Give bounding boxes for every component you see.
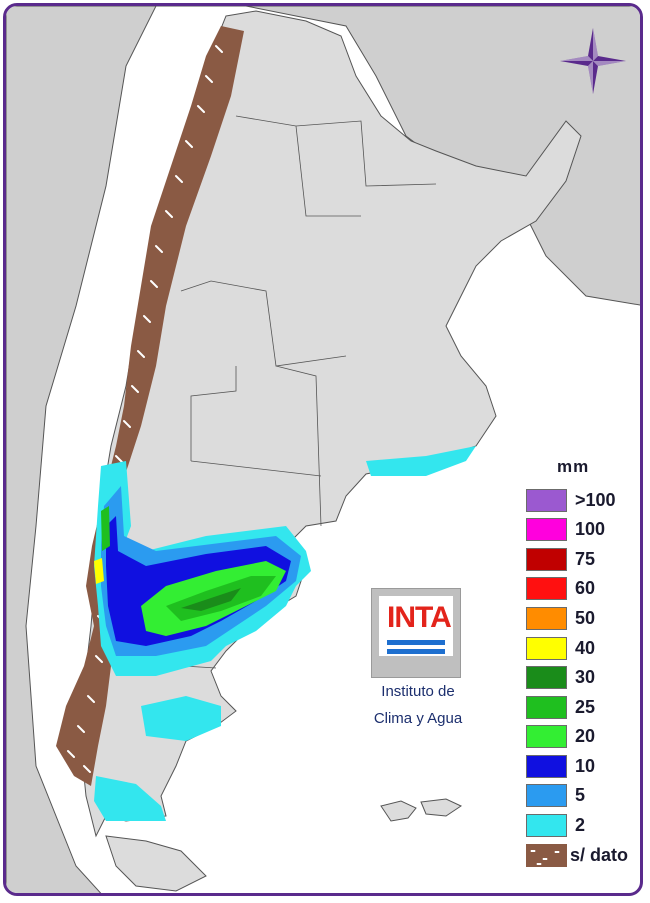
- legend-label: 5: [575, 785, 586, 805]
- precipitation-map: [6, 6, 640, 893]
- logo-text: INTA: [387, 601, 452, 634]
- legend-swatch: [526, 637, 567, 660]
- legend-swatch: [526, 814, 567, 837]
- legend-swatch: [526, 607, 567, 630]
- legend-label: 40: [575, 638, 596, 658]
- legend-label: 20: [575, 726, 596, 746]
- rain-2mm-tdf: [94, 776, 166, 821]
- logo-stripe: [387, 649, 445, 654]
- legend-item: 5: [518, 784, 638, 810]
- legend-label: 75: [575, 549, 596, 569]
- legend-item: 2: [518, 814, 638, 840]
- legend-label: 60: [575, 578, 596, 598]
- legend-item: >100: [518, 489, 638, 515]
- legend-label: 50: [575, 608, 596, 628]
- legend-swatch: [526, 577, 567, 600]
- legend-item: 25: [518, 696, 638, 722]
- logo-inner: INTA: [379, 596, 453, 656]
- legend-item: 40: [518, 637, 638, 663]
- legend-swatch: [526, 755, 567, 778]
- legend-label: 2: [575, 815, 586, 835]
- legend-swatch: [526, 518, 567, 541]
- legend-label: >100: [575, 490, 616, 510]
- legend-item: 20: [518, 725, 638, 751]
- logo-caption-line1: Instituto de: [381, 683, 455, 700]
- legend-item: s/ dato: [518, 844, 638, 870]
- tierra-del-fuego: [105, 835, 207, 892]
- legend-title: mm: [557, 457, 590, 476]
- rain-2mm-north: [366, 446, 476, 476]
- rain-30mm: [181, 588, 241, 611]
- legend-item: 30: [518, 666, 638, 692]
- logo-stripe: [387, 640, 445, 645]
- legend-label: 30: [575, 667, 596, 687]
- legend-item: 50: [518, 607, 638, 633]
- rain-40mm: [94, 558, 104, 584]
- legend-item: 75: [518, 548, 638, 574]
- map-frame: INTA Instituto de Clima y Agua mm >100 1…: [3, 3, 643, 896]
- legend-label: 100: [575, 519, 606, 539]
- inta-logo: INTA: [371, 588, 461, 678]
- legend-swatch: [526, 696, 567, 719]
- legend-label: 10: [575, 756, 596, 776]
- rain-25mm-west: [101, 506, 110, 551]
- legend-swatch: [526, 666, 567, 689]
- legend-swatch: [526, 784, 567, 807]
- legend-swatch: [526, 489, 567, 512]
- legend-label: s/ dato: [570, 845, 629, 865]
- compass-rose-icon: [560, 28, 626, 94]
- legend-item: 10: [518, 755, 638, 781]
- no-data-band: [56, 26, 244, 786]
- rain-2mm-south: [141, 696, 221, 741]
- legend-swatch: [526, 548, 567, 571]
- legend-item: 60: [518, 577, 638, 603]
- legend-swatch: [526, 725, 567, 748]
- logo-caption-line2: Clima y Agua: [373, 710, 463, 727]
- malvinas: [380, 798, 463, 822]
- legend-swatch-no-data: [526, 844, 567, 867]
- legend-label: 25: [575, 697, 596, 717]
- legend-item: 100: [518, 518, 638, 544]
